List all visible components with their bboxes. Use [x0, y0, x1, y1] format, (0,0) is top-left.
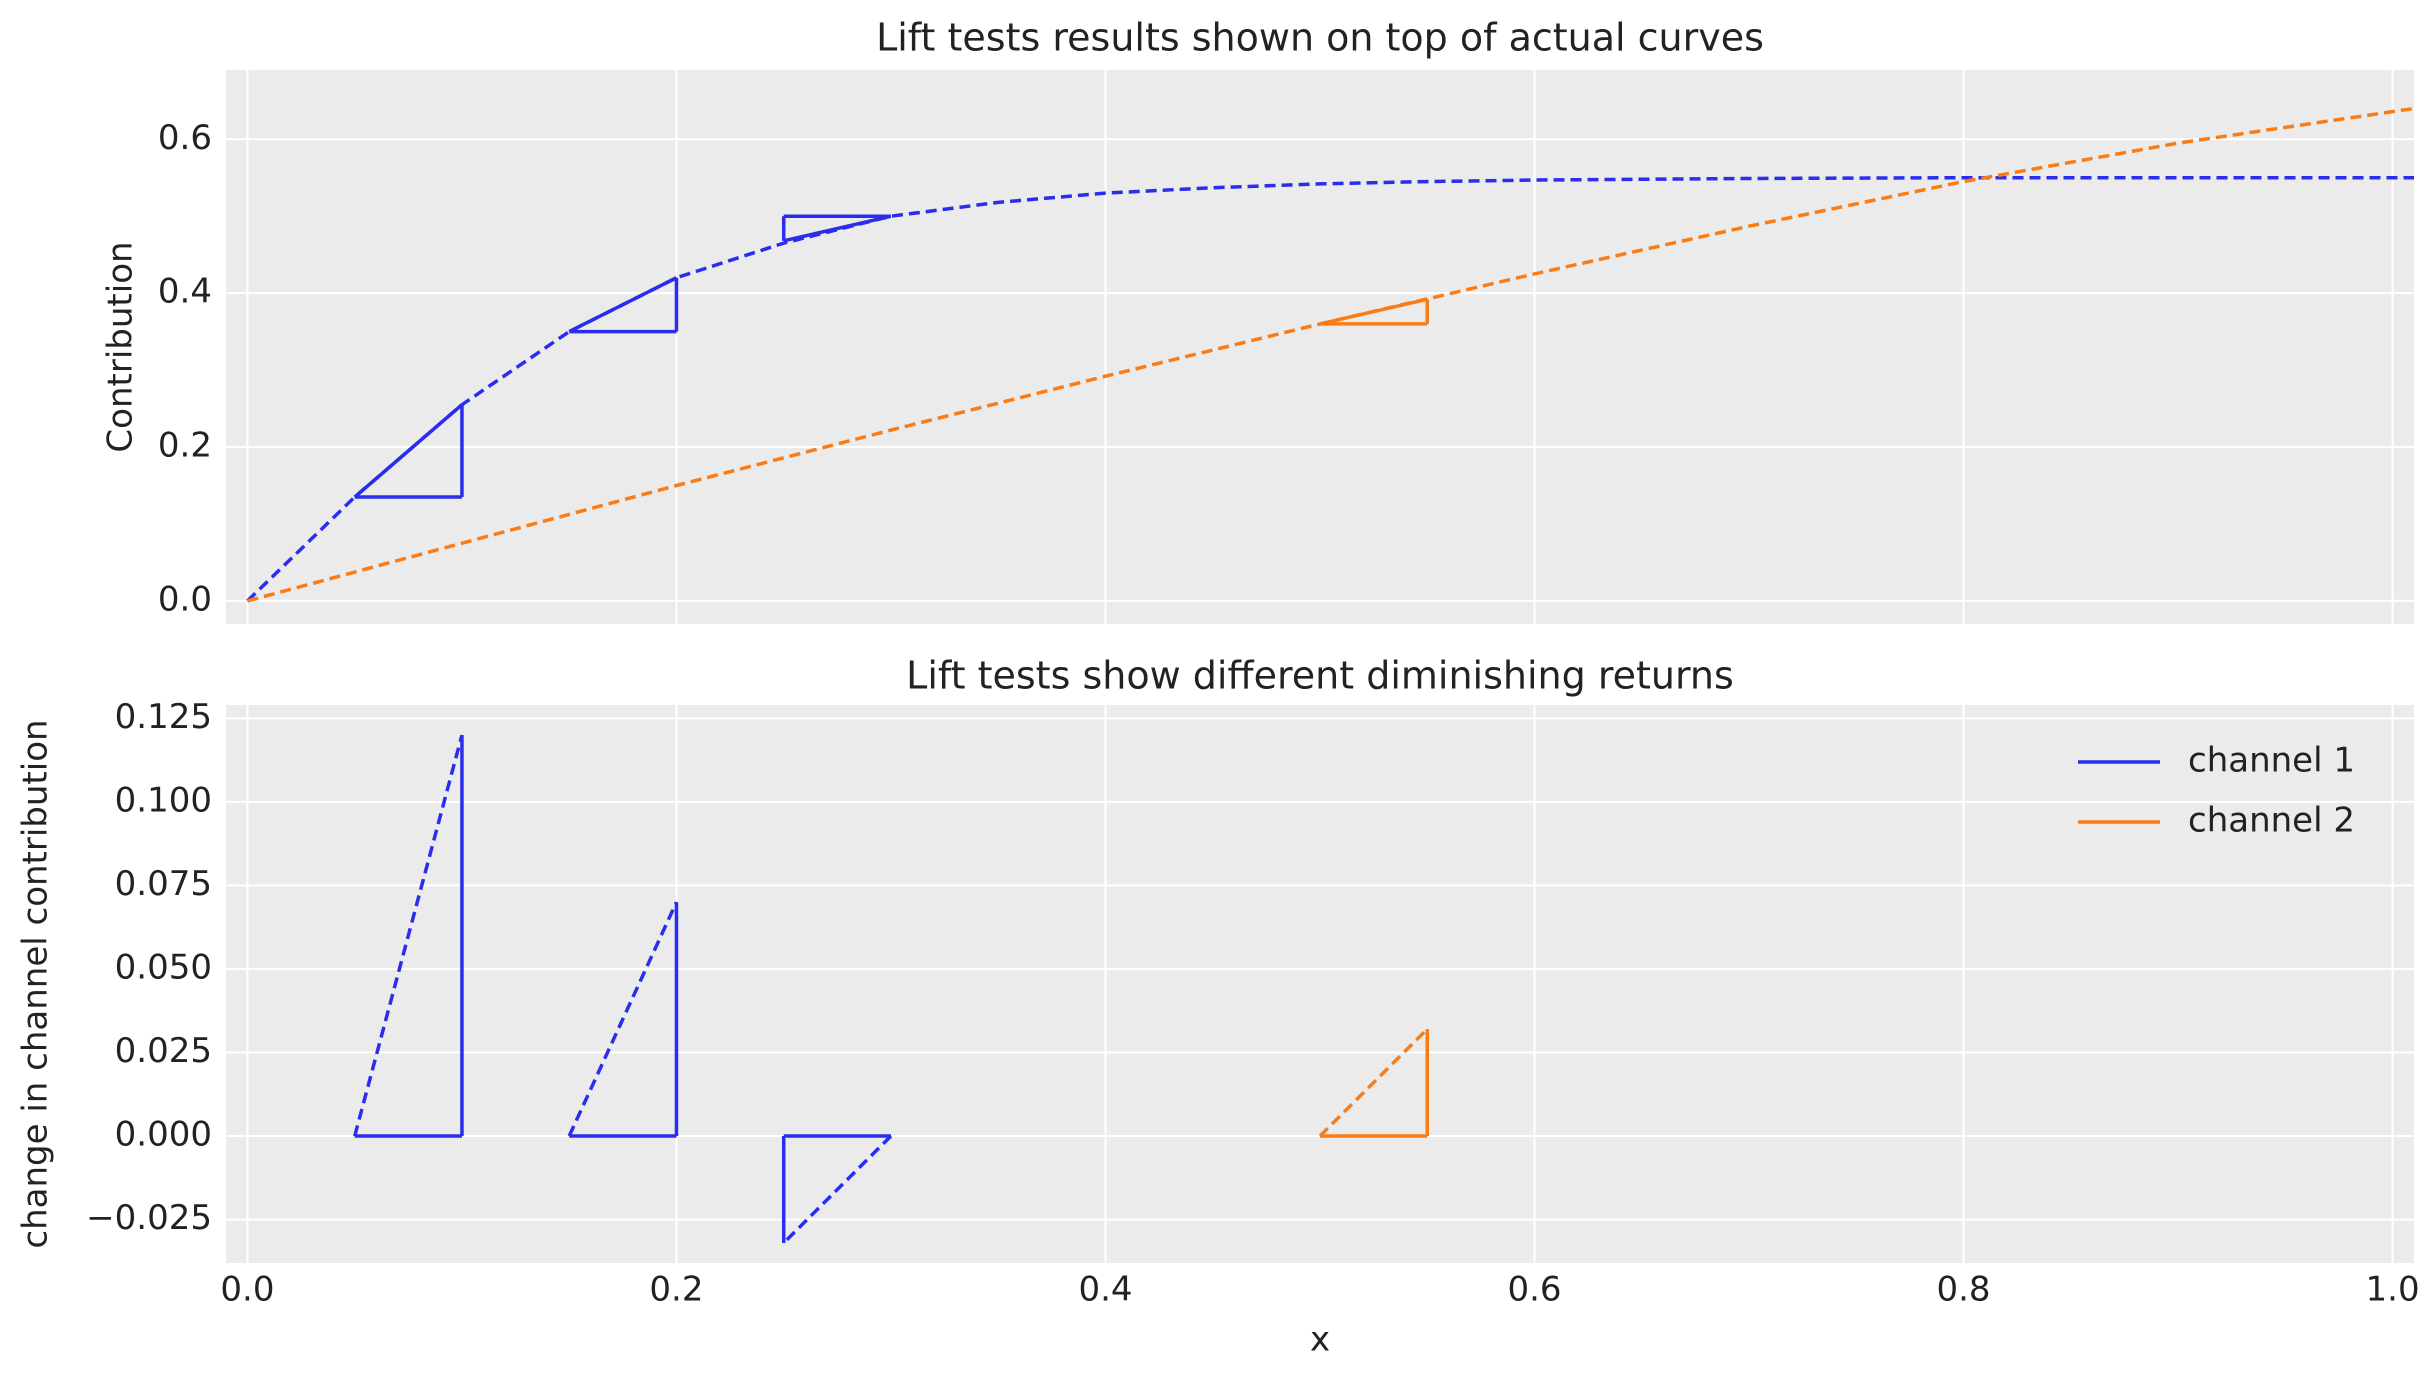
y-tick-label: 0.050: [115, 947, 212, 987]
y-axis-label: Contribution: [101, 241, 141, 452]
x-tick-label: 0.6: [1507, 1270, 1561, 1310]
y-tick-label: −0.025: [86, 1198, 212, 1238]
curve: [246, 175, 2414, 603]
lift-test-slope: [1318, 1027, 1429, 1138]
chart-title: Lift tests results shown on top of actua…: [876, 16, 1764, 60]
y-tick-label: 0.075: [115, 864, 212, 904]
chart-title: Lift tests show different diminishing re…: [906, 654, 1734, 698]
lift-test-slope: [783, 214, 892, 243]
x-tick-label: 0.4: [1078, 1270, 1132, 1310]
y-tick-label: 0.2: [158, 426, 212, 466]
plot-area: [226, 70, 2414, 624]
x-tick-label: 0.8: [1936, 1270, 1990, 1310]
x-axis-label: x: [1310, 1320, 1330, 1360]
lift-test-slope: [353, 403, 464, 499]
lift-test-slope: [567, 901, 679, 1137]
y-tick-label: 0.6: [158, 118, 212, 158]
x-tick-label: 0.2: [649, 1270, 703, 1310]
y-tick-label: 0.000: [115, 1115, 212, 1155]
y-tick-label: 0.0: [158, 579, 212, 619]
y-tick-label: 0.025: [115, 1031, 212, 1071]
y-tick-label: 0.100: [115, 780, 212, 820]
lift-test-slope: [353, 734, 464, 1137]
x-tick-label: 0.0: [220, 1270, 274, 1310]
lift-test-slope: [782, 1134, 893, 1245]
legend-label: channel 1: [2188, 741, 2355, 781]
lift-test-slope: [568, 276, 678, 334]
plot-area: [226, 705, 2414, 1263]
y-axis-label: change in channel contribution: [16, 719, 56, 1248]
y-tick-label: 0.125: [115, 697, 212, 737]
x-tick-label: 1.0: [2366, 1270, 2420, 1310]
legend-label: channel 2: [2188, 801, 2355, 841]
y-tick-label: 0.4: [158, 272, 212, 312]
lift-test-slope: [1319, 297, 1428, 326]
